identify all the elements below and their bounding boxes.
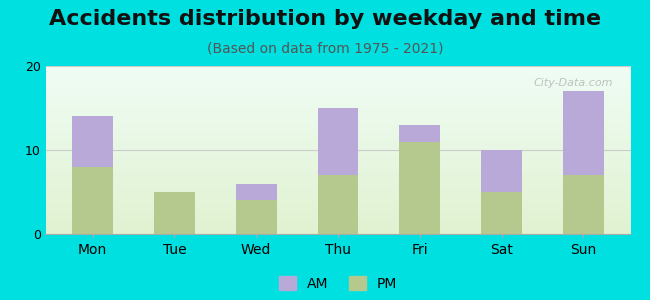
Text: City-Data.com: City-Data.com [534, 78, 613, 88]
Bar [563, 91, 604, 175]
Bar [481, 192, 522, 234]
Bar [72, 167, 113, 234]
Bar [563, 175, 604, 234]
Bar [72, 116, 113, 167]
Bar [318, 175, 358, 234]
Text: (Based on data from 1975 - 2021): (Based on data from 1975 - 2021) [207, 42, 443, 56]
Legend: AM, PM: AM, PM [272, 269, 404, 298]
Bar [236, 184, 277, 200]
Text: Accidents distribution by weekday and time: Accidents distribution by weekday and ti… [49, 9, 601, 29]
Bar [318, 108, 358, 175]
Bar [399, 142, 440, 234]
Bar [236, 200, 277, 234]
Bar [154, 192, 195, 234]
Bar [399, 125, 440, 142]
Bar [481, 150, 522, 192]
